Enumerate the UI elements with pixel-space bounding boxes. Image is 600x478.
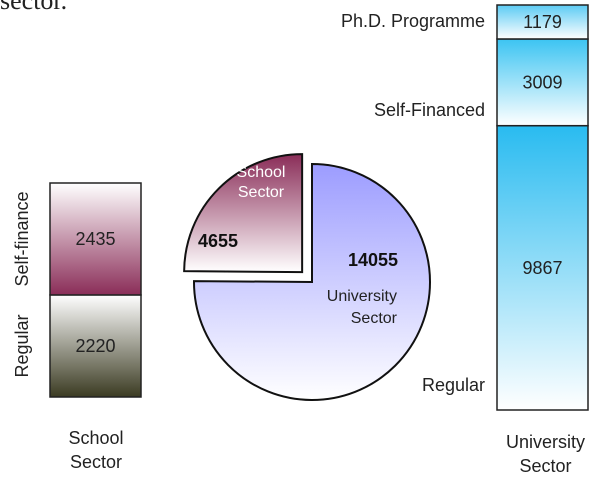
pie-slice bbox=[183, 153, 304, 274]
category-label: University Sector bbox=[505, 432, 585, 476]
bar-segment bbox=[49, 182, 142, 296]
value-label: 3009 bbox=[522, 72, 562, 92]
value-label: 2220 bbox=[75, 336, 115, 356]
pie-slice bbox=[193, 162, 431, 401]
bar-segment bbox=[496, 4, 589, 40]
series-label: Self-Financed bbox=[373, 100, 485, 120]
value-label: 14055 bbox=[348, 250, 398, 270]
series-label: Self-finance bbox=[12, 191, 32, 287]
series-label: Regular bbox=[421, 375, 485, 395]
value-label: 1179 bbox=[523, 12, 562, 32]
bar-segment bbox=[496, 124, 589, 411]
value-label: 9867 bbox=[522, 258, 562, 278]
header-text: sector. bbox=[0, 0, 68, 15]
slice-label: School Sector bbox=[236, 164, 286, 201]
value-label: 2435 bbox=[75, 229, 115, 249]
value-label: 4655 bbox=[198, 231, 238, 251]
category-label: School Sector bbox=[68, 428, 124, 472]
bar-segment bbox=[49, 294, 142, 398]
series-label: Ph.D. Programme bbox=[340, 11, 485, 31]
slice-label: University Sector bbox=[326, 288, 397, 327]
